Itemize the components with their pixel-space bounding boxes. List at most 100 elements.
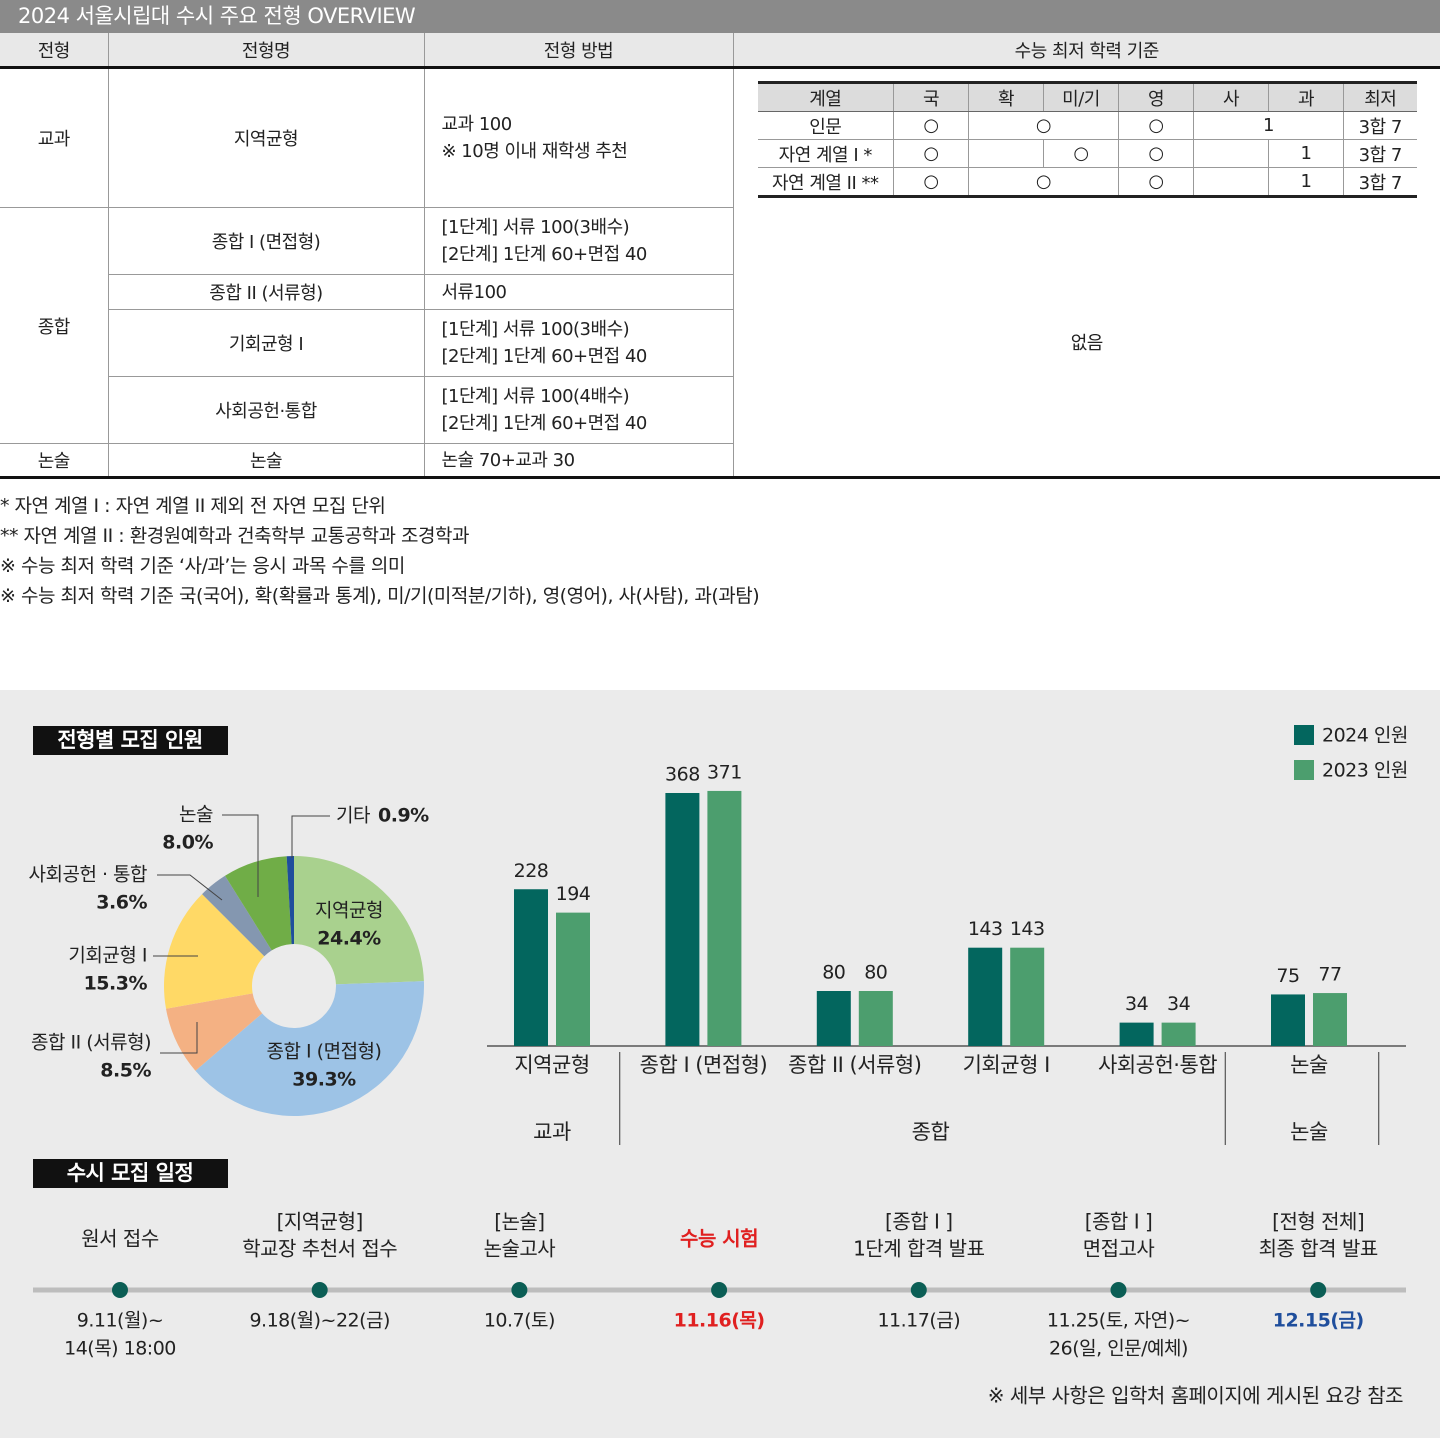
method-line: [2단계] 1단계 60+면접 40 (441, 244, 648, 265)
legend-label: 2023 인원 (1322, 760, 1408, 782)
value-label: 194 (556, 883, 591, 905)
event-date: 9.18(월)~22(금) (249, 1310, 390, 1332)
section-title-bg (33, 726, 228, 755)
cell: ○ (968, 167, 1119, 198)
method-line: 논술 70+교과 30 (441, 449, 576, 471)
pie-value-label: 24.4% (317, 928, 381, 950)
bar (707, 790, 742, 1046)
method-line: 서류100 (441, 281, 507, 303)
none-cell: 없음 (732, 207, 1440, 479)
x-tick-label: 기회균형 I (963, 1053, 1050, 1077)
bar (1313, 993, 1347, 1046)
group-label: 종합 (912, 1120, 950, 1144)
method-line: [1단계] 서류 100(3배수) (441, 319, 630, 340)
timeline-dot (910, 1282, 927, 1298)
event-label: 면접고사 (1083, 1237, 1155, 1261)
event-date: 10.7(토) (484, 1310, 555, 1332)
cell: 1 (1268, 167, 1344, 198)
value-label: 34 (1167, 993, 1191, 1015)
event-label: 원서 접수 (81, 1227, 159, 1251)
criteria-header: 과 (1268, 81, 1344, 112)
bar (556, 912, 590, 1046)
bar (858, 991, 893, 1046)
note: ※ 수능 최저 학력 기준 국(국어), 확(확률과 통계), 미/기(미적분/… (0, 585, 760, 607)
cell (1193, 139, 1269, 168)
cell: ○ (1043, 139, 1119, 168)
header: 수능 최저 학력 기준 (732, 33, 1440, 69)
bar (816, 991, 851, 1046)
cell (968, 139, 1044, 168)
section-title: 전형별 모집 인원 (57, 728, 202, 752)
pie-slice (286, 856, 294, 945)
group: 논술 (0, 443, 109, 479)
section-title-bg (33, 1159, 228, 1188)
method: 교과 100 ※ 10명 이내 재학생 추천 (423, 67, 734, 208)
cell: ○ (893, 139, 969, 168)
group-label: 논술 (1290, 1120, 1328, 1144)
x-tick-label: 사회공헌·통합 (1098, 1053, 1217, 1077)
pie-slice (195, 981, 424, 1116)
value-label: 80 (822, 962, 845, 984)
pie-label: 기회균형 I (68, 945, 147, 967)
cell: 인문 (757, 111, 894, 140)
pie-label: 종합 I (면접형) (267, 1041, 382, 1063)
pie-slice (294, 856, 424, 985)
method-line: [1단계] 서류 100(4배수) (441, 386, 630, 407)
value-label: 143 (968, 918, 1003, 940)
value-label: 368 (665, 764, 700, 786)
method-line: ※ 10명 이내 재학생 추천 (441, 141, 628, 162)
value-label: 75 (1276, 965, 1299, 987)
timeline-dot (711, 1282, 728, 1298)
pie-slice (164, 894, 265, 1009)
cell: ○ (968, 111, 1119, 140)
footnote: ※ 세부 사항은 입학처 홈페이지에 게시된 요강 참조 (988, 1384, 1403, 1408)
bar (1010, 947, 1045, 1046)
pie-value-label: 3.6% (96, 892, 147, 914)
value-label: 228 (514, 860, 549, 882)
cell: 3합 7 (1343, 167, 1417, 198)
criteria-header: 최저 (1343, 81, 1417, 112)
event-label: [지역균형] (277, 1210, 363, 1234)
event-date: 26(일, 인문/예체) (1049, 1338, 1188, 1360)
x-tick-label: 종합 II (서류형) (788, 1053, 921, 1077)
x-tick-label: 종합 I (면접형) (640, 1053, 768, 1077)
note: * 자연 계열 I : 자연 계열 II 제외 전 자연 모집 단위 (0, 495, 386, 517)
pie-label: 사회공헌 · 통합 (29, 864, 148, 886)
pie-slice (202, 875, 272, 957)
pie-label: 논술 (179, 804, 213, 826)
cell: 1 (1268, 139, 1344, 168)
event-label: 학교장 추천서 접수 (242, 1237, 397, 1261)
pie-label: 종합 II (서류형) (31, 1032, 151, 1054)
event-label: 최종 합격 발표 (1259, 1237, 1378, 1261)
bar (968, 947, 1003, 1046)
method: 서류100 (423, 274, 733, 310)
event-date: 11.25(토, 자연)~ (1047, 1310, 1190, 1332)
event-date: 11.16(목) (674, 1310, 765, 1332)
timeline-dot (112, 1282, 128, 1298)
cell: 3합 7 (1343, 111, 1417, 140)
cell: ○ (893, 111, 969, 140)
pie-value-label: 0.9% (378, 805, 429, 827)
event-label: 1단계 합격 발표 (853, 1237, 984, 1261)
timeline-dot (311, 1282, 328, 1298)
timeline-dot (1310, 1282, 1327, 1298)
criteria-header: 확 (968, 81, 1044, 112)
title-bar: 2024 서울시립대 수시 주요 전형 OVERVIEW (0, 0, 1440, 33)
criteria-cell: 계열 국 확 미/기 영 사 과 최저 인문 ○ ○ ○ 1 3합 7 자연 계… (732, 67, 1440, 208)
event-date: 9.11(월)~ (77, 1310, 164, 1332)
note: ** 자연 계열 II : 환경원예학과 건축학부 교통공학과 조경학과 (0, 525, 469, 547)
cell (1193, 167, 1269, 198)
group: 종합 (0, 207, 109, 444)
header: 전형 방법 (423, 33, 734, 69)
chart-panel: 전형별 모집 인원 지역균형 24.4% 종합 I (면접형) 39.3% 종합 II (… (0, 690, 1440, 1438)
pie-value-label: 8.5% (100, 1060, 151, 1082)
timeline-dot (1110, 1282, 1127, 1298)
leader-line (160, 1022, 198, 1054)
value-label: 34 (1125, 993, 1149, 1015)
section-title: 수시 모집 일정 (67, 1161, 194, 1185)
event-label: 논술고사 (484, 1237, 556, 1261)
legend-swatch (1294, 760, 1314, 780)
pie-value-label: 15.3% (84, 973, 148, 995)
